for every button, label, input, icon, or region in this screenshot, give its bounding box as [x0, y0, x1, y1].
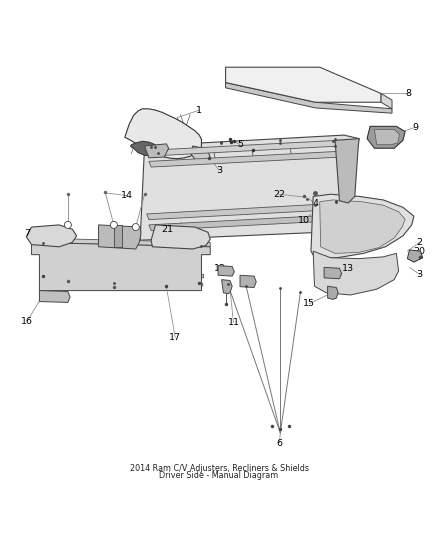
- Text: 10: 10: [298, 216, 311, 225]
- Text: 17: 17: [169, 333, 181, 342]
- Polygon shape: [149, 151, 342, 167]
- Text: 14: 14: [121, 191, 133, 200]
- Circle shape: [110, 221, 117, 229]
- Polygon shape: [381, 93, 392, 109]
- Polygon shape: [125, 109, 201, 159]
- Polygon shape: [313, 251, 399, 295]
- Polygon shape: [226, 67, 381, 102]
- Polygon shape: [26, 225, 77, 247]
- Polygon shape: [407, 250, 423, 262]
- Polygon shape: [374, 130, 399, 145]
- Text: 6: 6: [276, 439, 283, 448]
- Text: 5: 5: [237, 140, 243, 149]
- Polygon shape: [240, 275, 256, 287]
- Polygon shape: [99, 225, 141, 249]
- Text: 4: 4: [312, 199, 318, 208]
- Text: 3: 3: [216, 166, 222, 175]
- Text: 2014 Ram C/V Adjusters, Recliners & Shields: 2014 Ram C/V Adjusters, Recliners & Shie…: [130, 464, 308, 473]
- Text: 3: 3: [417, 270, 423, 279]
- Polygon shape: [39, 271, 204, 278]
- Text: 2: 2: [417, 238, 423, 247]
- Polygon shape: [33, 247, 209, 255]
- Polygon shape: [131, 141, 158, 156]
- Polygon shape: [140, 135, 359, 240]
- Polygon shape: [226, 83, 392, 113]
- Polygon shape: [39, 290, 70, 302]
- Polygon shape: [151, 225, 210, 249]
- Polygon shape: [191, 146, 210, 162]
- Polygon shape: [222, 280, 232, 294]
- Polygon shape: [320, 200, 405, 253]
- Text: 9: 9: [412, 123, 418, 132]
- Polygon shape: [32, 243, 210, 290]
- Polygon shape: [32, 238, 210, 247]
- Polygon shape: [328, 286, 338, 300]
- Text: 20: 20: [413, 247, 426, 256]
- Text: 7: 7: [24, 229, 30, 238]
- Polygon shape: [324, 268, 342, 279]
- Polygon shape: [367, 126, 405, 148]
- Text: 12: 12: [214, 264, 226, 273]
- Polygon shape: [149, 215, 339, 231]
- Text: 22: 22: [273, 190, 285, 199]
- Text: Driver Side - Manual Diagram: Driver Side - Manual Diagram: [159, 471, 279, 480]
- Text: 16: 16: [21, 317, 33, 326]
- Text: 13: 13: [342, 264, 354, 273]
- Text: 8: 8: [405, 89, 411, 98]
- Text: 11: 11: [227, 318, 240, 327]
- Circle shape: [64, 221, 71, 229]
- Polygon shape: [311, 194, 414, 259]
- Polygon shape: [145, 144, 169, 158]
- Polygon shape: [40, 280, 203, 286]
- Text: 21: 21: [161, 225, 173, 234]
- Text: 1: 1: [196, 106, 202, 115]
- Circle shape: [132, 223, 139, 231]
- Polygon shape: [335, 139, 359, 203]
- Text: 15: 15: [303, 299, 315, 308]
- Polygon shape: [114, 225, 122, 247]
- Polygon shape: [218, 265, 234, 276]
- Polygon shape: [147, 204, 337, 220]
- Polygon shape: [147, 140, 339, 156]
